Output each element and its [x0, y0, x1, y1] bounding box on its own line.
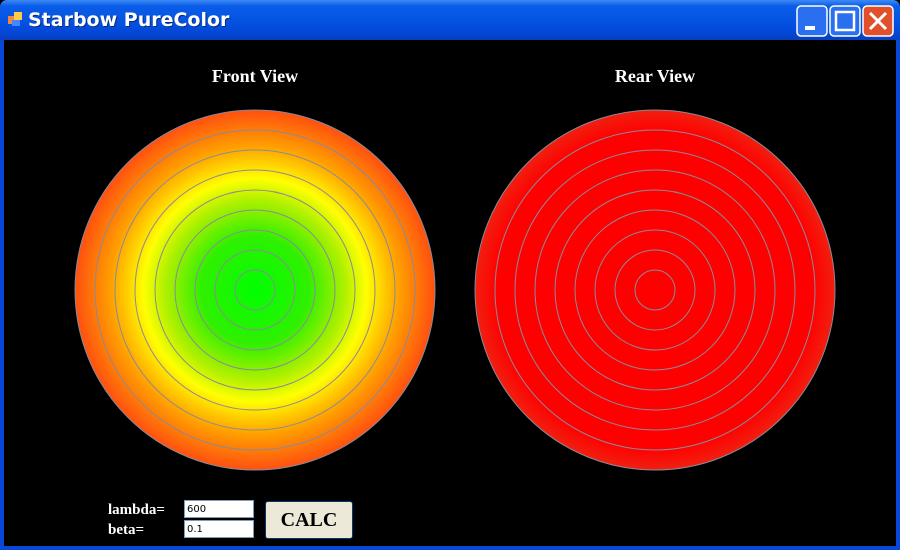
- lambda-label: lambda=: [108, 502, 165, 518]
- app-icon: [8, 12, 22, 26]
- front-view-label: Front View: [211, 66, 299, 86]
- grid-ring: [214, 249, 296, 331]
- grid-ring: [614, 249, 696, 331]
- grid-ring: [134, 169, 376, 411]
- close-button[interactable]: [862, 5, 894, 37]
- grid-ring: [514, 149, 796, 431]
- grid-ring: [634, 269, 676, 311]
- window-title: Starbow PureColor: [28, 9, 230, 31]
- maximize-button[interactable]: [829, 5, 861, 37]
- lambda-input[interactable]: [184, 500, 254, 518]
- grid-ring: [574, 209, 736, 371]
- grid-ring: [474, 109, 836, 471]
- grid-ring: [114, 149, 396, 431]
- calc-button[interactable]: CALC: [265, 501, 353, 539]
- beta-input[interactable]: [184, 520, 254, 538]
- rear-view-label: Rear View: [614, 66, 696, 86]
- grid-ring: [234, 269, 276, 311]
- grid-ring: [74, 109, 436, 471]
- grid-ring: [94, 129, 416, 451]
- grid-ring: [154, 189, 356, 391]
- grid-ring: [494, 129, 816, 451]
- rear-disk: [475, 110, 835, 470]
- front-disk: [75, 110, 435, 470]
- window-buttons: [796, 5, 894, 37]
- grid-ring: [554, 189, 756, 391]
- title-bar: Starbow PureColor: [0, 0, 900, 40]
- grid-ring: [194, 229, 316, 351]
- grid-ring: [594, 229, 716, 351]
- minimize-button[interactable]: [796, 5, 828, 37]
- grid-ring: [174, 209, 336, 371]
- grid-ring: [534, 169, 776, 411]
- beta-label: beta=: [108, 522, 145, 538]
